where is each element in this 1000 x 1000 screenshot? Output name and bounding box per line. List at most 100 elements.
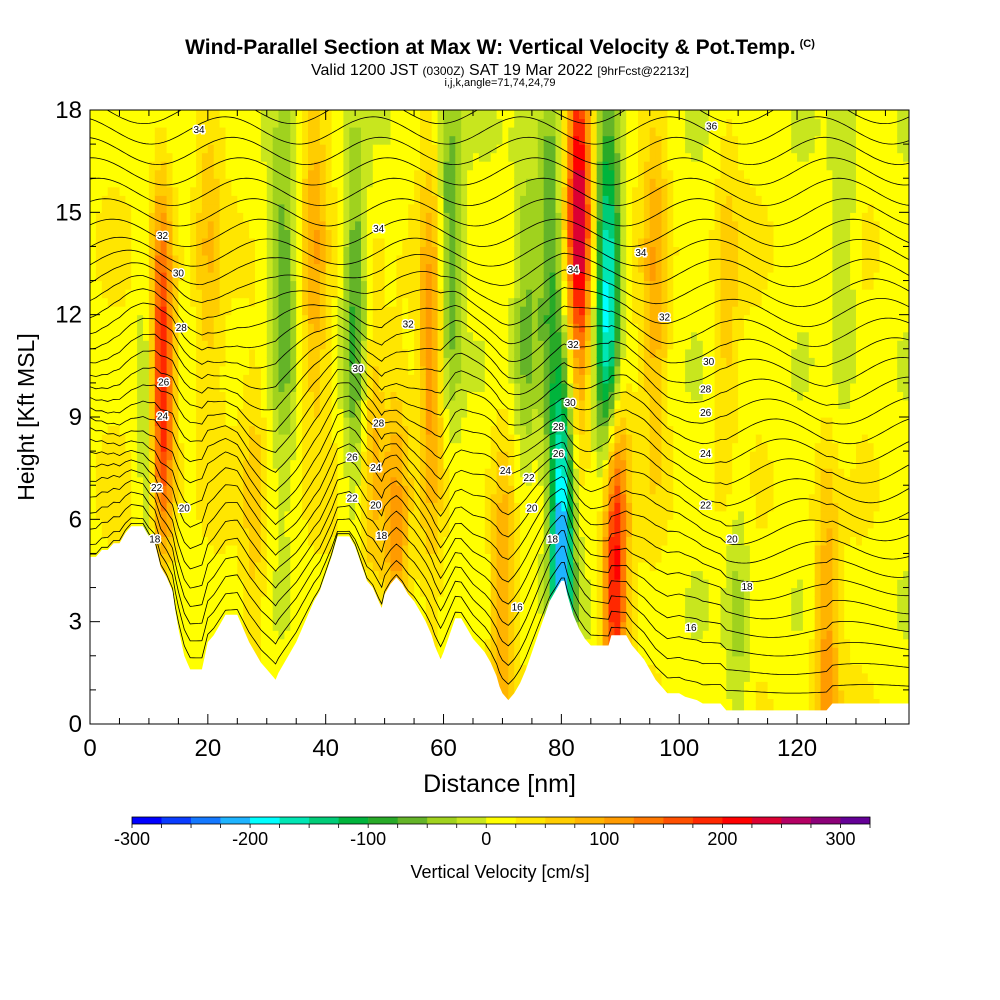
colorbar-swatch xyxy=(279,817,310,824)
colorbar: -300 -200 -100 0 100 200 300 xyxy=(114,816,871,849)
contour-label: 26 xyxy=(158,378,170,389)
y-tick-label: 18 xyxy=(55,97,82,124)
contour-label: 20 xyxy=(727,534,739,545)
contour-label: 18 xyxy=(547,534,559,545)
terrain-mask xyxy=(90,526,909,724)
chart-subtitle: Valid 1200 JST (0300Z) SAT 19 Mar 2022 [… xyxy=(0,62,1000,80)
contour-label: 32 xyxy=(568,340,580,351)
contour-label: 34 xyxy=(373,224,385,235)
colorbar-swatch xyxy=(250,817,280,824)
valid-date: SAT 19 Mar 2022 xyxy=(469,62,593,79)
colorbar-tick-label: 100 xyxy=(589,829,619,849)
colorbar-swatch xyxy=(427,817,457,824)
y-tick-label: 3 xyxy=(69,609,82,636)
contour-label: 24 xyxy=(157,412,169,423)
contour-label: 30 xyxy=(353,364,365,375)
contour-label: 34 xyxy=(193,125,205,136)
colorbar-swatch xyxy=(338,817,369,824)
x-tick-label: 0 xyxy=(83,735,96,762)
contour-label: 22 xyxy=(347,494,359,505)
colorbar-swatch xyxy=(811,817,841,824)
contour-label: 32 xyxy=(659,313,671,324)
contour-label: 34 xyxy=(635,248,647,259)
x-tick-label: 120 xyxy=(777,735,817,762)
pot-temp-contours xyxy=(90,110,909,694)
x-tick-label: 80 xyxy=(548,735,575,762)
colorbar-swatch xyxy=(781,817,812,824)
forecast-info: [9hrFcst@2213z] xyxy=(597,64,689,78)
contour-label: 20 xyxy=(179,504,191,515)
contour-label: 18 xyxy=(741,582,753,593)
colorbar-swatch xyxy=(486,817,516,824)
section-indices: i,j,k,angle=71,74,24,79 xyxy=(444,77,556,89)
y-tick-label: 12 xyxy=(55,302,82,329)
colorbar-swatch xyxy=(722,817,753,824)
colorbar-swatch xyxy=(161,817,192,824)
colorbar-swatch xyxy=(397,817,428,824)
contour-label: 18 xyxy=(149,534,161,545)
colorbar-label: Vertical Velocity [cm/s] xyxy=(410,862,590,882)
y-tick-label: 9 xyxy=(69,404,82,431)
contour-label: 24 xyxy=(500,466,512,477)
colorbar-swatch xyxy=(663,817,694,824)
contour-label: 28 xyxy=(553,422,565,433)
valid-time-utc: (0300Z) xyxy=(422,64,465,78)
x-tick-label: 100 xyxy=(659,735,699,762)
contour-label: 24 xyxy=(700,449,712,460)
contour-label: 16 xyxy=(685,623,697,634)
contour-label: 26 xyxy=(347,453,359,464)
colorbar-tick-label: 300 xyxy=(825,829,855,849)
y-axis-label: Height [Kft MSL] xyxy=(13,333,39,500)
colorbar-swatch xyxy=(692,817,723,824)
colorbar-tick-label: 200 xyxy=(707,829,737,849)
contour-label: 28 xyxy=(373,418,385,429)
velocity-field xyxy=(90,110,909,724)
contour-label: 22 xyxy=(523,473,535,484)
contour-label: 24 xyxy=(370,463,382,474)
contour-label: 30 xyxy=(173,268,185,279)
colorbar-swatch xyxy=(368,817,398,824)
contour-label: 22 xyxy=(700,500,712,511)
chart-title: Wind-Parallel Section at Max W: Vertical… xyxy=(0,36,1000,60)
colorbar-swatch xyxy=(545,817,576,824)
colorbar-swatch xyxy=(220,817,251,824)
contour-label: 30 xyxy=(565,398,577,409)
contour-label: 16 xyxy=(512,603,524,614)
colorbar-swatch xyxy=(132,817,162,824)
colorbar-swatch xyxy=(309,817,339,824)
contour-label: 28 xyxy=(700,384,712,395)
colorbar-tick-label: -200 xyxy=(232,829,268,849)
valid-time: Valid 1200 JST xyxy=(311,62,419,79)
contour-label: 36 xyxy=(706,122,718,133)
contour-labels: 34 32 30 28 26 24 22 20 18 34 32 30 28 26 24 22 20 18 24 22… xyxy=(148,120,755,635)
contour-label: 32 xyxy=(157,231,169,242)
colorbar-tick-label: -100 xyxy=(350,829,386,849)
axis-ticks xyxy=(89,109,909,725)
contour-label: 20 xyxy=(526,504,538,515)
colorbar-swatch xyxy=(191,817,221,824)
colorbar-tick-label: 0 xyxy=(481,829,491,849)
y-tick-label: 6 xyxy=(69,506,82,533)
contour-label: 28 xyxy=(176,323,188,334)
contour-label: 18 xyxy=(376,531,388,542)
copyright-mark: (C) xyxy=(799,38,815,50)
contour-label: 32 xyxy=(403,320,415,331)
x-tick-label: 40 xyxy=(312,735,339,762)
colorbar-swatch xyxy=(604,817,635,824)
x-axis-label: Distance [nm] xyxy=(423,770,576,798)
contour-label: 26 xyxy=(553,449,565,460)
x-tick-label: 20 xyxy=(194,735,221,762)
title-text: Wind-Parallel Section at Max W: Vertical… xyxy=(185,36,796,59)
contour-label: 26 xyxy=(700,408,712,419)
y-tick-label: 15 xyxy=(55,199,82,226)
colorbar-swatch xyxy=(456,817,487,824)
colorbar-swatch xyxy=(574,817,605,824)
x-tick-label: 60 xyxy=(430,735,457,762)
colorbar-swatch xyxy=(751,817,782,824)
contour-label: 22 xyxy=(151,483,163,494)
colorbar-swatch xyxy=(515,817,546,824)
y-tick-label: 0 xyxy=(69,711,82,738)
contour-label: 34 xyxy=(568,265,580,276)
colorbar-swatch xyxy=(633,817,664,824)
